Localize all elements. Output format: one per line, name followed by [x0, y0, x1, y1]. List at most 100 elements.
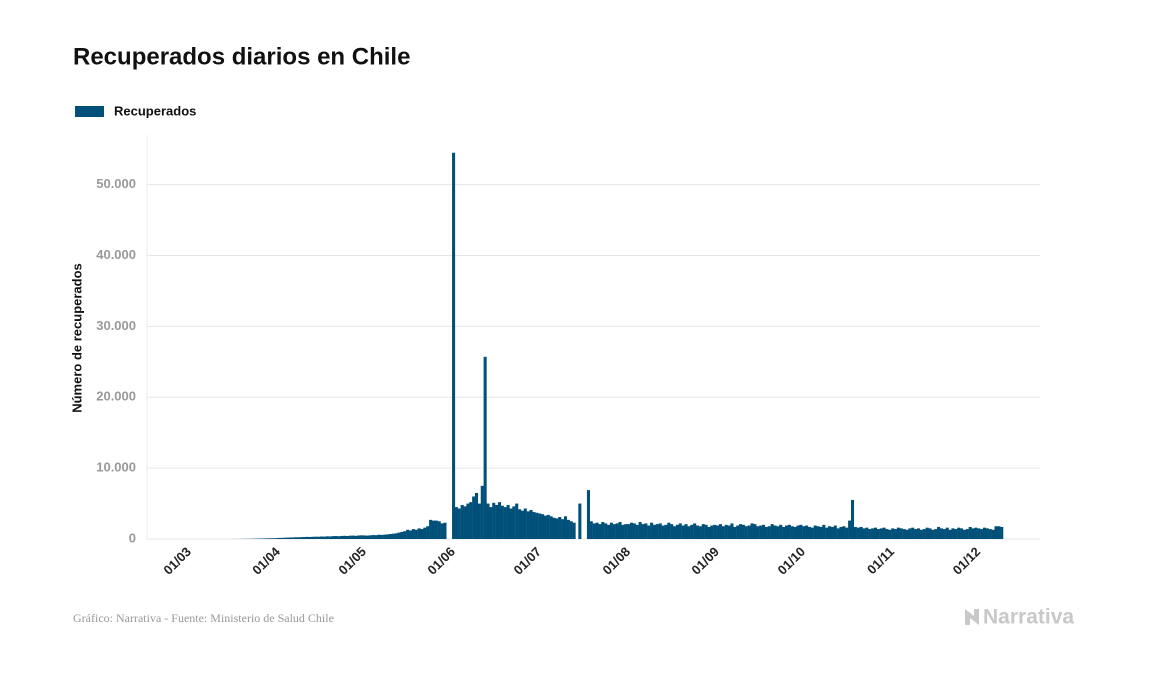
bar: [762, 525, 765, 539]
bar: [794, 527, 797, 539]
bar: [868, 529, 871, 539]
bar: [469, 502, 472, 539]
y-tick-label: 20.000: [96, 389, 136, 404]
bar: [891, 528, 894, 539]
bar: [773, 526, 776, 539]
x-tick-label: 01/11: [864, 544, 897, 577]
bar: [687, 526, 690, 539]
bar: [598, 524, 601, 539]
bar: [779, 525, 782, 539]
bar: [989, 529, 992, 539]
bar: [940, 528, 943, 539]
bar: [271, 538, 274, 539]
bar: [920, 530, 923, 539]
bar: [837, 528, 840, 539]
bar: [768, 526, 771, 539]
bar: [544, 516, 547, 539]
bar: [897, 528, 900, 539]
brand-logo: [965, 609, 979, 625]
bar: [880, 528, 883, 539]
bar: [593, 523, 596, 539]
x-tick-label: 01/05: [335, 544, 369, 578]
bar: [765, 527, 768, 539]
bar: [561, 519, 564, 539]
bar: [630, 523, 633, 539]
bar: [265, 538, 268, 539]
bar: [320, 537, 323, 539]
bar: [888, 530, 891, 539]
bar: [825, 528, 828, 539]
bar: [667, 523, 670, 539]
y-tick-label: 10.000: [96, 460, 136, 475]
bar: [323, 537, 326, 539]
bar: [977, 528, 980, 539]
bar: [954, 529, 957, 539]
bar: [817, 526, 820, 539]
bar: [857, 528, 860, 539]
bar: [839, 527, 842, 539]
bar: [641, 524, 644, 539]
bar: [636, 525, 639, 539]
bar: [845, 528, 848, 539]
x-tick-label: 01/07: [511, 544, 545, 578]
bar: [670, 524, 673, 539]
bar: [748, 526, 751, 539]
bar: [633, 523, 636, 539]
bar: [710, 526, 713, 539]
bar: [277, 538, 280, 539]
bar: [541, 514, 544, 539]
bar: [550, 516, 553, 539]
x-tick-label: 01/04: [249, 543, 283, 577]
bar: [679, 523, 682, 539]
bar: [558, 517, 561, 539]
bar: [601, 522, 604, 539]
bar: [946, 528, 949, 539]
bar: [596, 523, 599, 539]
bar: [639, 522, 642, 539]
bar: [343, 536, 346, 539]
bar: [521, 511, 524, 539]
bar: [555, 518, 558, 539]
bar: [495, 505, 498, 539]
bar: [578, 504, 581, 539]
bar: [986, 528, 989, 539]
bar: [751, 523, 754, 539]
bar: [464, 506, 467, 539]
bar: [438, 521, 441, 539]
bar: [736, 526, 739, 539]
bar: [616, 523, 619, 539]
bar: [796, 526, 799, 539]
bar: [799, 525, 802, 539]
bar: [412, 529, 415, 539]
bar: [877, 529, 880, 539]
legend-swatch: [75, 106, 104, 117]
bar: [332, 536, 335, 539]
bar: [564, 516, 567, 539]
bar: [395, 533, 398, 539]
bar: [983, 528, 986, 539]
bar: [805, 526, 808, 539]
bar: [294, 537, 297, 539]
bar: [693, 523, 696, 539]
bar: [570, 521, 573, 539]
bar: [733, 527, 736, 539]
bar: [874, 528, 877, 539]
bar: [860, 527, 863, 539]
bar: [960, 528, 963, 539]
legend-label: Recuperados: [114, 103, 196, 118]
bar: [400, 532, 403, 539]
bar: [429, 520, 432, 539]
bar: [656, 524, 659, 539]
bar: [360, 535, 363, 539]
bar: [535, 513, 538, 539]
bar: [288, 538, 291, 539]
bar: [573, 523, 576, 539]
bar: [524, 509, 527, 539]
bar: [851, 500, 854, 539]
bar: [607, 525, 610, 539]
bar: [283, 538, 286, 539]
bar: [974, 528, 977, 539]
bar: [403, 531, 406, 539]
x-tick-label: 01/09: [688, 544, 722, 578]
